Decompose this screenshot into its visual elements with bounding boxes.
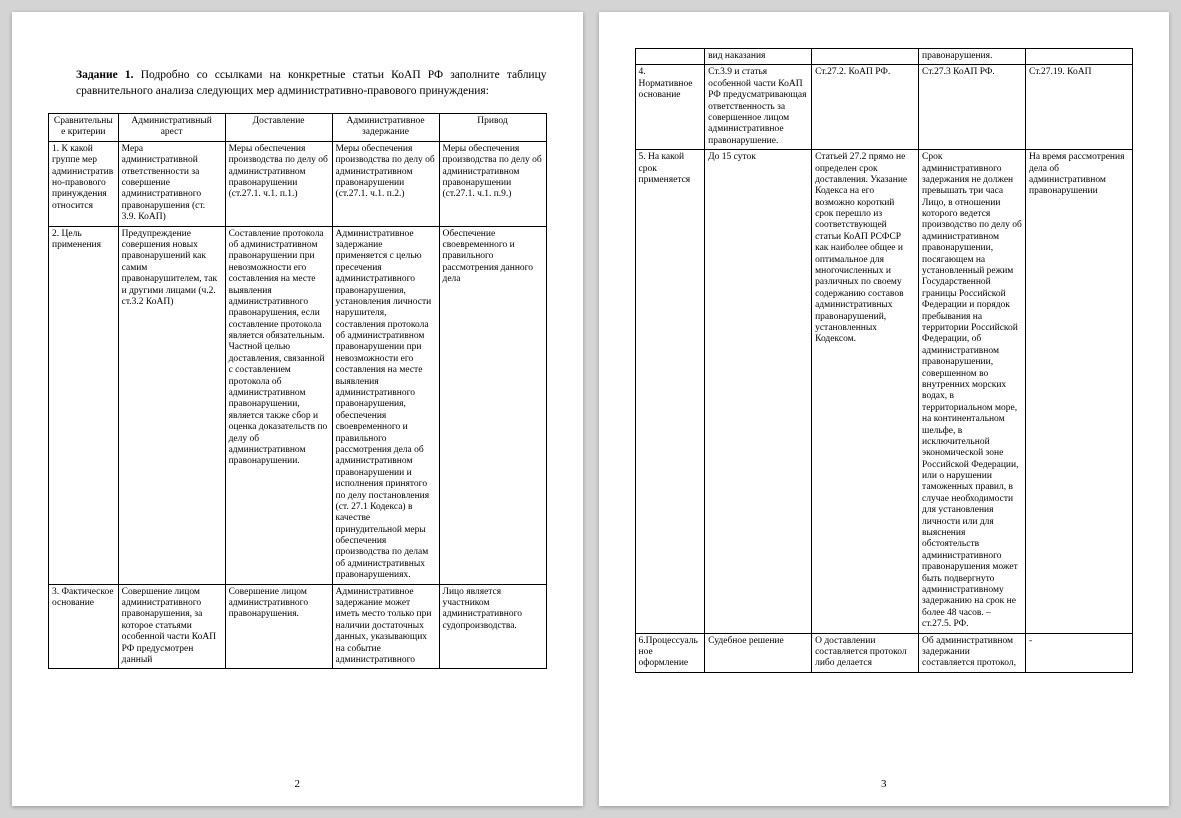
page-number: 2	[12, 778, 583, 792]
cell-summon: Меры обеспечения производства по делу об…	[439, 141, 546, 226]
cell-arrest: До 15 суток	[705, 150, 812, 633]
header-criteria: Сравнительные критерии	[49, 114, 119, 142]
assignment-text: Подробно со ссылками на конкретные стать…	[76, 69, 547, 97]
cell-criteria: 1. К какой группе мер административно-пр…	[49, 141, 119, 226]
table-row: 2. Цель применения Предупреждение соверш…	[49, 226, 547, 584]
cell-summon: Лицо является участником административно…	[439, 584, 546, 669]
assignment-number: Задание 1.	[76, 69, 134, 81]
cell-delivery: Меры обеспечения производства по делу об…	[225, 141, 332, 226]
cell-delivery: Ст.27.2. КоАП РФ.	[812, 65, 919, 150]
header-delivery: Доставление	[225, 114, 332, 142]
cell-criteria: 3. Фактическое основание	[49, 584, 119, 669]
cell-delivery: Совершение лицом административного право…	[225, 584, 332, 669]
cell-delivery: О доставлении составляется протокол либо…	[812, 633, 919, 672]
page-2: Задание 1. Подробно со ссылками на конкр…	[12, 12, 583, 806]
cell-detention: Ст.27.3 КоАП РФ.	[919, 65, 1026, 150]
cell-arrest: Предупреждение совершения новых правонар…	[118, 226, 225, 584]
cell-summon: На время рассмотрения дела об администра…	[1026, 150, 1133, 633]
cell-detention: Административное задержание применяется …	[332, 226, 439, 584]
cell-arrest: Совершение лицом административного право…	[118, 584, 225, 669]
table-header-row: Сравнительные критерии Административный …	[49, 114, 547, 142]
cell-delivery: Составление протокола об административно…	[225, 226, 332, 584]
cell-delivery: Статьей 27.2 прямо не определен срок дос…	[812, 150, 919, 633]
page-3: вид наказания правонарушения. 4. Нормати…	[599, 12, 1170, 806]
cell-criteria: 6.Процессуальное оформление	[635, 633, 705, 672]
header-arrest: Административный арест	[118, 114, 225, 142]
cell-summon	[1026, 49, 1133, 65]
cell-arrest: вид наказания	[705, 49, 812, 65]
comparison-table-right: вид наказания правонарушения. 4. Нормати…	[635, 48, 1134, 673]
table-row: 4. Нормативное основание Ст.3.9 и статья…	[635, 65, 1133, 150]
table-row: 6.Процессуальное оформление Судебное реш…	[635, 633, 1133, 672]
cell-detention: правонарушения.	[919, 49, 1026, 65]
table-row: вид наказания правонарушения.	[635, 49, 1133, 65]
assignment-intro: Задание 1. Подробно со ссылками на конкр…	[48, 68, 547, 99]
cell-detention: Меры обеспечения производства по делу об…	[332, 141, 439, 226]
cell-summon: Ст.27.19. КоАП	[1026, 65, 1133, 150]
cell-summon: -	[1026, 633, 1133, 672]
cell-criteria: 4. Нормативное основание	[635, 65, 705, 150]
table-row: 5. На какой срок применяется До 15 суток…	[635, 150, 1133, 633]
cell-detention: Срок административного задержания не дол…	[919, 150, 1026, 633]
header-detention: Административное задержание	[332, 114, 439, 142]
page-number: 3	[599, 778, 1170, 792]
comparison-table-left: Сравнительные критерии Административный …	[48, 113, 547, 669]
cell-criteria: 2. Цель применения	[49, 226, 119, 584]
cell-arrest: Судебное решение	[705, 633, 812, 672]
cell-arrest: Ст.3.9 и статья особенной части КоАП РФ …	[705, 65, 812, 150]
cell-detention: Об административном задержании составляе…	[919, 633, 1026, 672]
cell-delivery	[812, 49, 919, 65]
cell-criteria	[635, 49, 705, 65]
cell-arrest: Мера административной ответственности за…	[118, 141, 225, 226]
table-row: 1. К какой группе мер административно-пр…	[49, 141, 547, 226]
cell-summon: Обеспечение своевременного и правильного…	[439, 226, 546, 584]
header-summon: Привод	[439, 114, 546, 142]
cell-criteria: 5. На какой срок применяется	[635, 150, 705, 633]
table-row: 3. Фактическое основание Совершение лицо…	[49, 584, 547, 669]
cell-detention: Административное задержание может иметь …	[332, 584, 439, 669]
